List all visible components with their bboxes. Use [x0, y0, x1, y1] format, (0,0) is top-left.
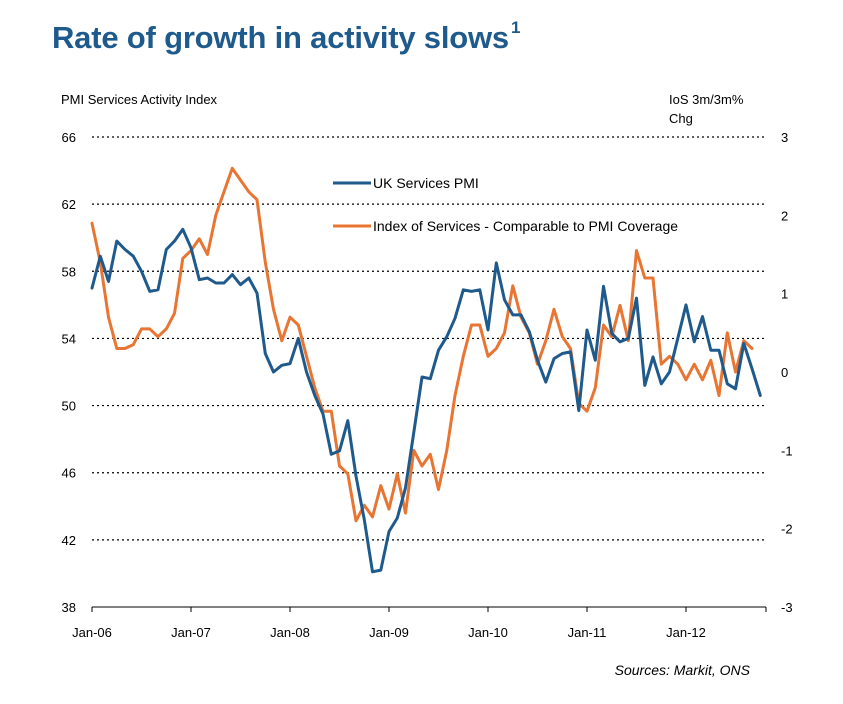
- series-layer: [90, 166, 762, 574]
- title-footnote: 1: [510, 17, 521, 37]
- left-tick-label: 38: [62, 600, 76, 615]
- left-tick-label: 50: [62, 399, 76, 414]
- left-tick-label: 54: [62, 331, 76, 346]
- uk-pmi-series-line: [90, 227, 762, 574]
- right-tick-label: 3: [781, 130, 788, 145]
- x-tick-label: Jan-08: [270, 625, 310, 640]
- ios-series-line: [90, 166, 754, 523]
- left-tick-label: 66: [62, 130, 76, 145]
- x-tick-label: Jan-12: [666, 625, 706, 640]
- left-tick-label: 58: [62, 264, 76, 279]
- left-tick-label: 46: [62, 466, 76, 481]
- x-tick-label: Jan-09: [369, 625, 409, 640]
- chart-title: Rate of growth in activity slows 1: [52, 17, 521, 56]
- legend-ios-label: Index of Services - Comparable to PMI Co…: [373, 218, 678, 234]
- right-tick-label: 1: [781, 287, 788, 302]
- chart-title-text: Rate of growth in activity slows: [52, 20, 509, 55]
- source-note: Sources: Markit, ONS: [615, 662, 751, 678]
- left-tick-label: 42: [62, 533, 76, 548]
- right-tick-label: 2: [781, 208, 788, 223]
- x-tick-label: Jan-10: [468, 625, 508, 640]
- x-tick-label: Jan-07: [171, 625, 211, 640]
- gridlines: [92, 136, 766, 541]
- right-tick-label: -2: [781, 522, 793, 537]
- left-axis-title: PMI Services Activity Index: [61, 92, 218, 107]
- right-axis-title-line2: Chg: [669, 111, 693, 126]
- x-tick-label: Jan-11: [568, 625, 607, 640]
- right-tick-label: 0: [781, 365, 788, 380]
- x-tick-label: Jan-06: [72, 625, 112, 640]
- legend-uk-pmi-label: UK Services PMI: [373, 175, 479, 191]
- right-tick-label: -1: [781, 443, 793, 458]
- axes: 38 42 46 50 54 58 62 66 -3 -2 -1 0 1 2 3 Jan-06 Jan-07 Ja…: [62, 130, 793, 640]
- right-tick-label: -3: [781, 600, 793, 615]
- right-axis-title-line1: IoS 3m/3m%: [669, 92, 744, 107]
- legend: UK Services PMI Index of Services - Compa…: [333, 175, 678, 234]
- left-tick-label: 62: [62, 197, 76, 212]
